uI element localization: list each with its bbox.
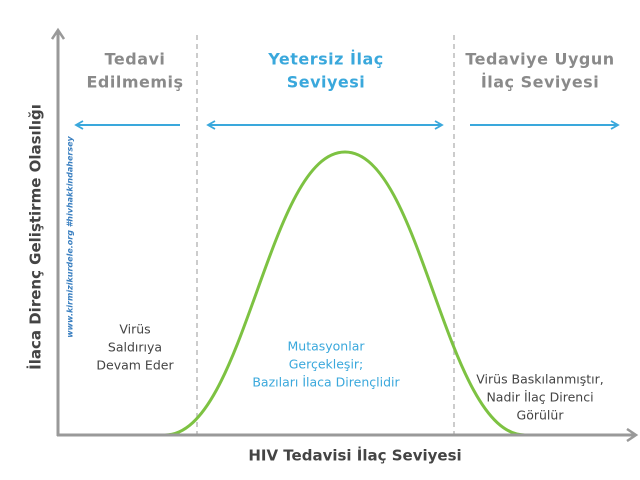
zone-title: İlaç Seviyesi — [481, 73, 599, 92]
zone-title: Yetersiz İlaç — [267, 50, 383, 69]
zone-title: Tedavi — [105, 50, 166, 69]
y-axis-label: İlaca Direnç Geliştirme Olasılığı — [26, 104, 45, 370]
zone-description: Mutasyonlar — [287, 339, 365, 354]
zone-description: Saldırıya — [108, 340, 162, 355]
watermark: www.kirmizikurdele.org #hivhakkindaherse… — [66, 136, 75, 338]
zone-description: Gerçekleşir; — [289, 357, 364, 372]
zone-title: Seviyesi — [287, 73, 366, 92]
zone-description: Bazıları İlaca Dirençlidir — [252, 375, 400, 390]
zone-description: Nadir İlaç Direnci — [486, 390, 593, 405]
bell-curve — [60, 150, 636, 437]
zone-description: Virüs — [119, 322, 150, 337]
zone-description: Görülür — [517, 408, 565, 423]
zone-description: Devam Eder — [96, 358, 174, 373]
zone-title: Edilmemiş — [86, 73, 183, 92]
x-axis-label: HIV Tedavisi İlaç Seviyesi — [248, 446, 461, 465]
zone-description: Virüs Baskılanmıştır, — [476, 372, 603, 387]
zone-title: Tedaviye Uygun — [465, 50, 614, 69]
